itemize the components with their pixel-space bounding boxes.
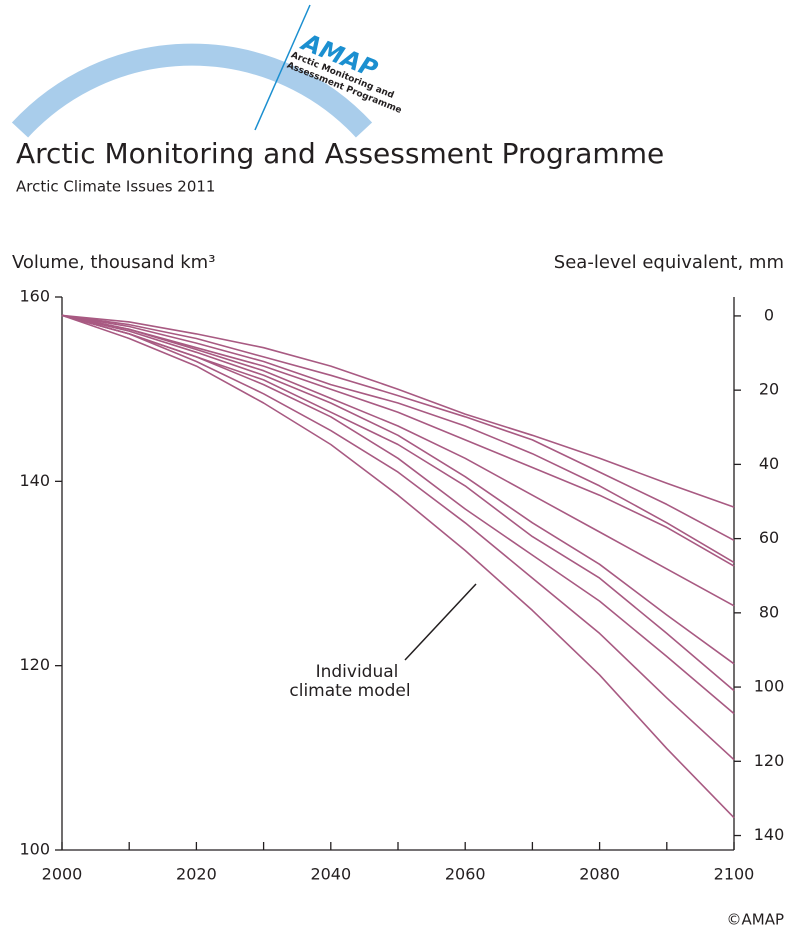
logo-arc: [11, 43, 373, 138]
y-tick-label: 120: [19, 655, 50, 674]
y2-tick-label: 80: [759, 602, 779, 621]
y-tick-label: 140: [19, 471, 50, 490]
annotation-pointer: [404, 583, 477, 661]
annotation: Individual: [316, 662, 399, 682]
x-tick-label: 2080: [579, 865, 620, 884]
subtitle: Arctic Climate Issues 2011: [16, 178, 215, 196]
model-line: [61, 314, 735, 567]
y-tick-label: 160: [19, 287, 50, 306]
title: Arctic Monitoring and Assessment Program…: [16, 137, 664, 170]
y2-tick-label: 120: [754, 751, 785, 770]
y2-tick-label: 40: [759, 454, 779, 473]
model-line: [61, 314, 735, 692]
x-tick-label: 2000: [42, 865, 83, 884]
x-tick-label: 2100: [714, 865, 755, 884]
annotation: climate model: [289, 681, 410, 701]
x-tick-label: 2060: [445, 865, 486, 884]
x-tick-label: 2040: [310, 865, 351, 884]
copyright: ©AMAP: [726, 911, 784, 929]
model-line: [61, 314, 735, 542]
y2-tick-label: 140: [754, 825, 785, 844]
y-axis-label: Volume, thousand km³: [12, 252, 215, 273]
model-line: [61, 314, 735, 819]
model-line: [61, 314, 735, 761]
y2-tick-label: 0: [764, 305, 774, 324]
y2-tick-label: 60: [759, 528, 779, 547]
logo-line: [254, 4, 311, 131]
model-line: [61, 314, 735, 715]
y-tick-label: 100: [19, 840, 50, 859]
model-line: [61, 314, 735, 564]
y2-tick-label: 20: [759, 380, 779, 399]
model-line: [61, 314, 735, 607]
model-line: [61, 314, 735, 665]
model-line: [61, 314, 735, 508]
y2-axis-label: Sea-level equivalent, mm: [554, 252, 784, 273]
x-tick-label: 2020: [176, 865, 217, 884]
y2-tick-label: 100: [754, 677, 785, 696]
